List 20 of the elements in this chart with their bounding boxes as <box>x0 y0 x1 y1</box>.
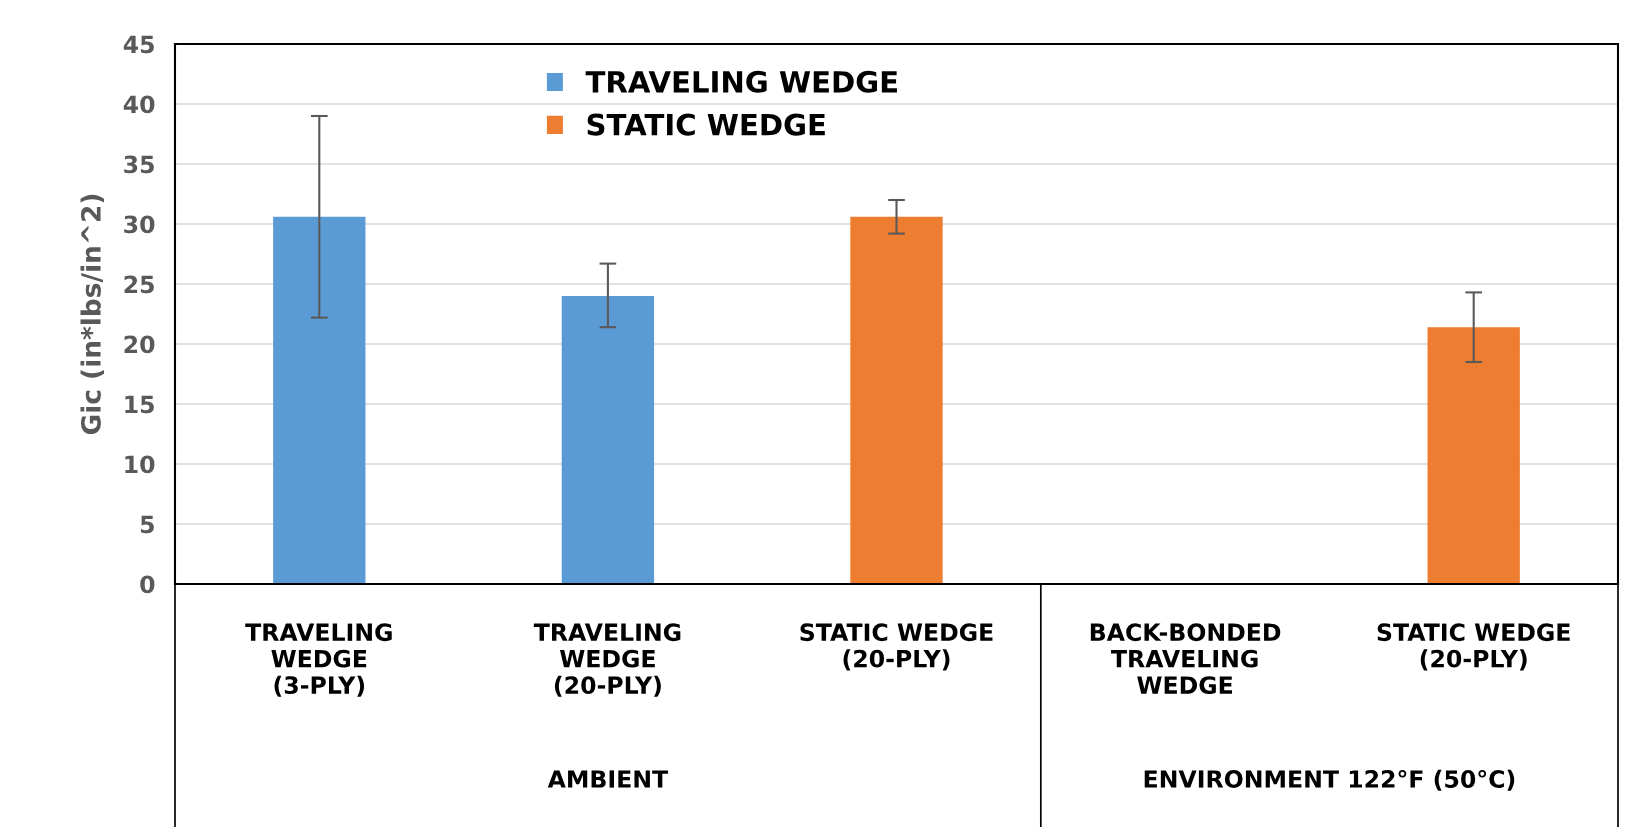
y-axis-title: Gic (in*lbs/in^2) <box>80 194 105 435</box>
y-tick-label: 30 <box>124 215 155 234</box>
y-tick-label: 5 <box>140 515 154 534</box>
y-tick-label: 40 <box>123 95 155 114</box>
x-tick-label: TRAVELING WEDGE (20-PLY) <box>533 623 681 697</box>
y-tick-label: 0 <box>140 575 155 594</box>
y-tick-label: 15 <box>125 395 154 414</box>
text: AMBIENT <box>547 770 669 788</box>
y-tick-label: 35 <box>124 155 154 174</box>
x-tick-label: BACK-BONDED TRAVELING WEDGE <box>1090 623 1281 695</box>
y-tick-label: 25 <box>124 275 154 294</box>
legend-label: TRAVELING WEDGE <box>585 70 897 93</box>
y-tick-label: 10 <box>125 455 155 474</box>
x-tick-label: STATIC WEDGE (20-PLY) <box>1377 623 1570 671</box>
x-tick-label: STATIC WEDGE (20-PLY) <box>800 623 993 671</box>
y-tick-label: 20 <box>124 335 155 354</box>
text: ENVIRONMENT 122°F (50°C) <box>1144 769 1515 791</box>
y-tick-label: 45 <box>123 35 154 54</box>
legend-label: STATIC WEDGE <box>587 113 825 136</box>
x-tick-label: TRAVELING WEDGE (3-PLY) <box>245 623 392 697</box>
